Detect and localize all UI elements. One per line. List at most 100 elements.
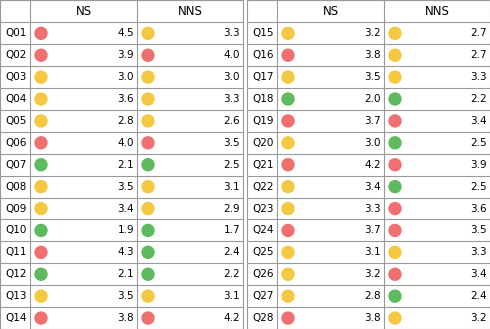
Text: Q02: Q02 [5,50,27,60]
Circle shape [142,27,154,39]
Circle shape [389,290,401,302]
Text: 2.7: 2.7 [470,28,487,38]
Text: Q17: Q17 [252,72,274,82]
Text: Q25: Q25 [252,247,274,257]
Text: 3.1: 3.1 [223,291,240,301]
Text: Q03: Q03 [5,72,27,82]
Circle shape [282,312,294,324]
Text: 3.3: 3.3 [223,28,240,38]
Text: Q15: Q15 [252,28,274,38]
Circle shape [389,203,401,215]
Text: Q20: Q20 [253,138,274,148]
Text: Q13: Q13 [5,291,27,301]
Text: Q04: Q04 [5,94,27,104]
Text: 3.3: 3.3 [470,72,487,82]
Circle shape [35,71,47,83]
Text: 4.0: 4.0 [118,138,134,148]
Circle shape [35,290,47,302]
Circle shape [35,159,47,171]
Text: Q08: Q08 [5,182,27,191]
Text: Q10: Q10 [5,225,27,236]
Text: 2.1: 2.1 [118,269,134,279]
Text: 3.9: 3.9 [470,160,487,170]
Circle shape [389,71,401,83]
Text: Q21: Q21 [252,160,274,170]
Text: 4.2: 4.2 [223,313,240,323]
Text: 2.1: 2.1 [118,160,134,170]
Circle shape [35,312,47,324]
Text: 3.8: 3.8 [365,313,381,323]
Circle shape [282,49,294,61]
Circle shape [142,290,154,302]
Text: Q09: Q09 [5,204,27,214]
Text: 3.2: 3.2 [470,313,487,323]
Text: Q14: Q14 [5,313,27,323]
Circle shape [35,268,47,280]
Text: 3.3: 3.3 [470,247,487,257]
Text: 4.0: 4.0 [223,50,240,60]
Circle shape [35,137,47,149]
Circle shape [35,203,47,215]
Text: 4.3: 4.3 [118,247,134,257]
Circle shape [142,203,154,215]
Text: Q23: Q23 [252,204,274,214]
Circle shape [389,224,401,237]
Text: 2.5: 2.5 [470,182,487,191]
Text: 3.2: 3.2 [365,28,381,38]
Circle shape [142,159,154,171]
Text: 3.4: 3.4 [365,182,381,191]
Text: 2.2: 2.2 [223,269,240,279]
Circle shape [142,181,154,193]
Text: 3.6: 3.6 [118,94,134,104]
Text: 3.5: 3.5 [223,138,240,148]
Circle shape [142,49,154,61]
Circle shape [282,268,294,280]
Circle shape [35,115,47,127]
Text: 3.4: 3.4 [118,204,134,214]
Circle shape [389,159,401,171]
Circle shape [282,181,294,193]
Circle shape [282,246,294,258]
Text: 3.5: 3.5 [470,225,487,236]
Circle shape [35,93,47,105]
Text: Q24: Q24 [252,225,274,236]
Text: Q11: Q11 [5,247,27,257]
Text: Q01: Q01 [5,28,27,38]
Text: NS: NS [75,5,92,18]
Circle shape [282,93,294,105]
Text: Q27: Q27 [252,291,274,301]
Text: Q18: Q18 [252,94,274,104]
Circle shape [142,224,154,237]
Circle shape [142,71,154,83]
Text: 3.4: 3.4 [470,116,487,126]
Circle shape [282,137,294,149]
Text: 1.9: 1.9 [118,225,134,236]
Text: 3.0: 3.0 [365,138,381,148]
Text: 2.8: 2.8 [118,116,134,126]
Text: Q16: Q16 [252,50,274,60]
Text: Q06: Q06 [5,138,27,148]
Text: Q05: Q05 [5,116,27,126]
Text: Q28: Q28 [252,313,274,323]
Text: 2.0: 2.0 [365,94,381,104]
Circle shape [389,268,401,280]
Circle shape [142,137,154,149]
Circle shape [282,224,294,237]
Text: NNS: NNS [424,5,449,18]
Circle shape [35,49,47,61]
Circle shape [389,181,401,193]
Circle shape [389,312,401,324]
Text: 3.0: 3.0 [118,72,134,82]
Text: 3.1: 3.1 [365,247,381,257]
Text: NS: NS [322,5,339,18]
Text: Q26: Q26 [252,269,274,279]
Circle shape [389,27,401,39]
Circle shape [35,27,47,39]
Text: 2.9: 2.9 [223,204,240,214]
Circle shape [35,224,47,237]
Text: 3.0: 3.0 [223,72,240,82]
Text: 3.5: 3.5 [365,72,381,82]
Text: 3.9: 3.9 [118,50,134,60]
Circle shape [142,246,154,258]
Text: 2.4: 2.4 [223,247,240,257]
